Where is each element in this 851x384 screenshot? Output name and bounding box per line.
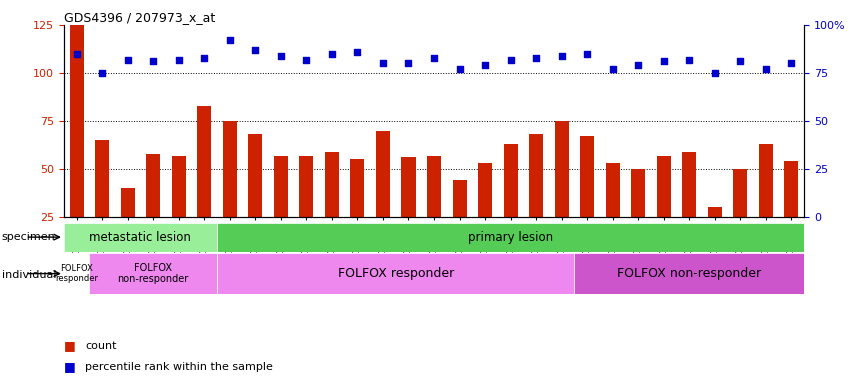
Bar	[504, 144, 517, 265]
Point	[223, 37, 237, 43]
Bar	[574, 253, 804, 294]
Bar	[376, 131, 390, 265]
Bar	[121, 188, 134, 265]
Bar	[631, 169, 645, 265]
Bar	[580, 136, 594, 265]
Text: specimen: specimen	[2, 232, 55, 242]
Text: FOLFOX
responder: FOLFOX responder	[55, 264, 98, 283]
Point	[427, 55, 441, 61]
Text: ■: ■	[64, 360, 76, 373]
Bar	[325, 152, 339, 265]
Point	[146, 58, 160, 65]
Point	[121, 56, 134, 63]
Bar	[606, 163, 620, 265]
Bar	[172, 156, 186, 265]
Text: count: count	[85, 341, 117, 351]
Bar	[95, 140, 109, 265]
Text: metastatic lesion: metastatic lesion	[89, 231, 191, 243]
Bar	[217, 223, 804, 252]
Bar	[785, 161, 798, 265]
Text: FOLFOX responder: FOLFOX responder	[338, 267, 454, 280]
Point	[657, 58, 671, 65]
Point	[606, 66, 620, 72]
Bar	[70, 25, 83, 265]
Point	[555, 53, 568, 59]
Bar	[300, 156, 313, 265]
Bar	[478, 163, 492, 265]
Text: GDS4396 / 207973_x_at: GDS4396 / 207973_x_at	[64, 11, 215, 24]
Point	[95, 70, 109, 76]
Bar	[223, 121, 237, 265]
Bar	[64, 253, 89, 294]
Text: FOLFOX non-responder: FOLFOX non-responder	[617, 267, 762, 280]
Point	[683, 56, 696, 63]
Point	[274, 53, 288, 59]
Bar	[708, 207, 722, 265]
Point	[376, 60, 390, 66]
Bar	[64, 223, 217, 252]
Point	[529, 55, 543, 61]
Point	[197, 55, 211, 61]
Point	[785, 60, 798, 66]
Text: FOLFOX
non-responder: FOLFOX non-responder	[117, 263, 189, 285]
Text: percentile rank within the sample: percentile rank within the sample	[85, 362, 273, 372]
Bar	[683, 152, 696, 265]
Bar	[274, 156, 288, 265]
Point	[478, 62, 492, 68]
Point	[172, 56, 186, 63]
Point	[402, 60, 415, 66]
Point	[504, 56, 517, 63]
Point	[325, 51, 339, 57]
Point	[631, 62, 645, 68]
Text: primary lesion: primary lesion	[468, 231, 553, 243]
Point	[580, 51, 594, 57]
Bar	[197, 106, 211, 265]
Bar	[402, 157, 415, 265]
Bar	[427, 156, 441, 265]
Bar	[146, 154, 160, 265]
Text: ■: ■	[64, 339, 76, 352]
Point	[351, 49, 364, 55]
Bar	[657, 156, 671, 265]
Bar	[351, 159, 364, 265]
Bar	[734, 169, 747, 265]
Bar	[248, 134, 262, 265]
Bar	[759, 144, 773, 265]
Bar	[555, 121, 568, 265]
Text: individual: individual	[2, 270, 56, 280]
Point	[453, 66, 466, 72]
Point	[708, 70, 722, 76]
Bar	[217, 253, 574, 294]
Point	[759, 66, 773, 72]
Point	[70, 51, 83, 57]
Bar	[529, 134, 543, 265]
Point	[248, 47, 262, 53]
Bar	[89, 253, 217, 294]
Bar	[453, 180, 466, 265]
Point	[300, 56, 313, 63]
Point	[734, 58, 747, 65]
